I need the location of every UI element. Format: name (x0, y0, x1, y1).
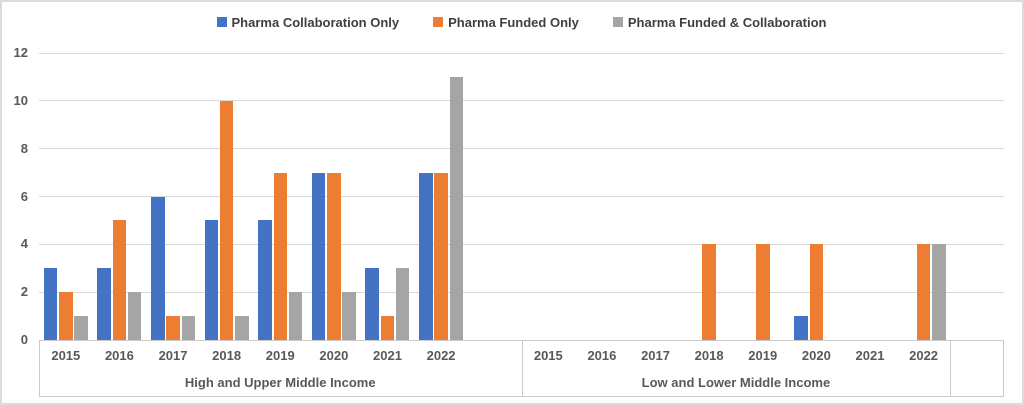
bar-pharma-funded-only-2015-group1 (59, 292, 73, 340)
year-label: 2020 (801, 348, 831, 363)
bar-pharma-funded-only-2020-group1 (327, 172, 341, 340)
bar-pharma-collaboration-only-2015-group1 (43, 268, 58, 340)
y-axis-tick-label: 10 (13, 92, 28, 108)
gridline (39, 243, 1004, 245)
legend-label: Pharma Funded Only (448, 14, 579, 30)
bar-pharma-funded-collaboration-2018-group1 (235, 316, 249, 340)
legend-item-pharma-collaboration-only: Pharma Collaboration Only (216, 14, 400, 30)
bar-pharma-funded-only-2018-group1 (219, 100, 234, 340)
gridline (39, 148, 1004, 150)
bar-pharma-collaboration-only-2020-group1 (311, 172, 326, 340)
legend-swatch-icon (216, 17, 227, 27)
bar-pharma-funded-only-2022-group2 (916, 244, 931, 340)
bar-pharma-funded-only-2019-group2 (756, 244, 770, 340)
year-label: 2020 (319, 348, 349, 363)
year-label: 2022 (909, 348, 939, 363)
y-axis-tick-label: 8 (20, 140, 28, 156)
income-group-label: High and Upper Middle Income (184, 375, 376, 390)
bar-pharma-funded-only-2018-group2 (702, 244, 716, 340)
year-label: 2022 (426, 348, 456, 363)
year-label: 2021 (373, 348, 402, 363)
legend-swatch-icon (433, 17, 444, 27)
year-label: 2021 (855, 348, 885, 363)
year-label: 2018 (212, 348, 242, 363)
bar-pharma-collaboration-only-2022-group1 (419, 172, 433, 340)
y-axis-tick-label: 12 (13, 45, 28, 60)
gridline (39, 291, 1004, 293)
bar-pharma-funded-collaboration-2015-group1 (74, 316, 88, 340)
income-group-label: Low and Lower Middle Income (641, 375, 831, 390)
year-label: 2019 (265, 348, 295, 363)
bar-pharma-funded-only-2019-group1 (273, 172, 287, 340)
year-label: 2015 (533, 348, 563, 363)
y-axis-tick-label: 6 (20, 188, 28, 204)
year-label: 2015 (51, 348, 81, 363)
bar-pharma-funded-collaboration-2019-group1 (288, 292, 303, 340)
axis-group-divider (950, 340, 952, 397)
legend-item-pharma-funded-and-collaboration: Pharma Funded & Collaboration (612, 14, 827, 30)
gridline (39, 100, 1004, 102)
year-label: 2019 (748, 348, 778, 363)
gridline (39, 196, 1004, 197)
bar-pharma-funded-collaboration-2020-group1 (342, 292, 356, 340)
bar-pharma-collaboration-only-2018-group1 (204, 220, 219, 340)
axis-group-divider (521, 340, 523, 397)
bar-pharma-collaboration-only-2016-group1 (97, 268, 111, 340)
legend-swatch-icon (612, 17, 623, 27)
bar-pharma-funded-only-2022-group1 (434, 172, 448, 340)
bar-pharma-funded-only-2021-group1 (380, 316, 395, 340)
bar-pharma-collaboration-only-2019-group1 (258, 220, 272, 340)
bar-pharma-funded-collaboration-2022-group2 (932, 244, 946, 340)
bar-pharma-funded-collaboration-2017-group1 (181, 316, 196, 340)
bar-pharma-collaboration-only-2017-group1 (151, 196, 165, 340)
bar-pharma-funded-collaboration-2016-group1 (127, 292, 142, 340)
year-label: 2017 (641, 348, 670, 363)
year-label: 2018 (694, 348, 724, 363)
bar-pharma-funded-collaboration-2021-group1 (395, 268, 410, 340)
year-label: 2017 (158, 348, 188, 363)
bar-pharma-collaboration-only-2020-group2 (794, 316, 808, 340)
gridline (39, 52, 1004, 54)
y-axis-tick-label: 0 (20, 332, 28, 347)
legend-label: Pharma Funded & Collaboration (627, 14, 827, 30)
bar-pharma-funded-collaboration-2022-group1 (449, 76, 464, 340)
chart-legend: Pharma Collaboration Only Pharma Funded … (39, 13, 1004, 31)
bar-pharma-funded-only-2016-group1 (112, 220, 127, 340)
bar-pharma-funded-only-2017-group1 (166, 316, 180, 340)
legend-item-pharma-funded-only: Pharma Funded Only (433, 15, 579, 30)
year-label: 2016 (104, 348, 134, 363)
y-axis-tick-label: 4 (20, 236, 28, 252)
bar-pharma-collaboration-only-2021-group1 (365, 268, 379, 340)
legend-label: Pharma Collaboration Only (231, 14, 400, 30)
year-label: 2016 (587, 348, 617, 363)
y-axis-tick-label: 2 (20, 284, 28, 300)
bar-pharma-funded-only-2020-group2 (809, 244, 824, 340)
